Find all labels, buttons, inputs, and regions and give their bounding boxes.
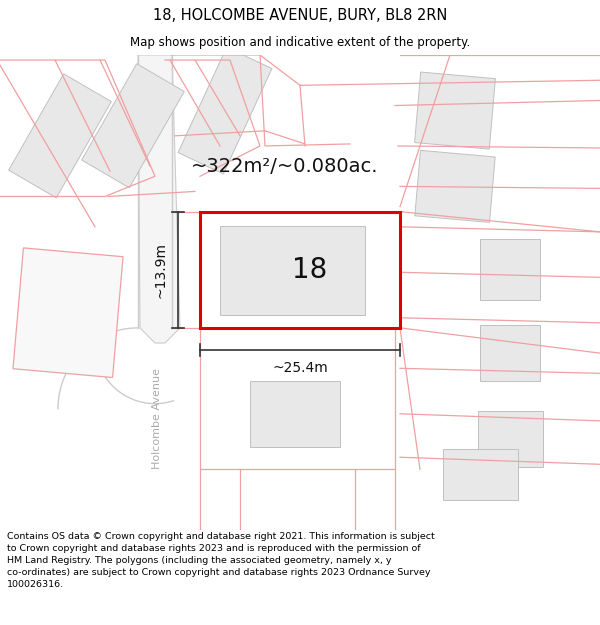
Polygon shape	[8, 74, 112, 198]
Polygon shape	[415, 72, 496, 149]
Polygon shape	[480, 239, 540, 299]
Text: 18, HOLCOMBE AVENUE, BURY, BL8 2RN: 18, HOLCOMBE AVENUE, BURY, BL8 2RN	[153, 8, 447, 23]
Polygon shape	[480, 326, 540, 381]
Text: ~322m²/~0.080ac.: ~322m²/~0.080ac.	[191, 157, 379, 176]
Bar	[220, 226, 365, 315]
Polygon shape	[443, 449, 517, 499]
Text: Holcombe Avenue: Holcombe Avenue	[152, 368, 162, 469]
Text: ~13.9m: ~13.9m	[153, 242, 167, 298]
Polygon shape	[250, 381, 340, 447]
Polygon shape	[178, 48, 272, 174]
Polygon shape	[138, 55, 180, 343]
Text: 18: 18	[292, 256, 328, 284]
Polygon shape	[415, 151, 495, 222]
Bar	[200, 212, 400, 328]
Polygon shape	[478, 411, 542, 467]
Text: Map shows position and indicative extent of the property.: Map shows position and indicative extent…	[130, 36, 470, 49]
Text: ~25.4m: ~25.4m	[272, 361, 328, 375]
Text: Contains OS data © Crown copyright and database right 2021. This information is : Contains OS data © Crown copyright and d…	[7, 532, 435, 589]
Polygon shape	[13, 248, 123, 378]
Polygon shape	[82, 64, 184, 188]
